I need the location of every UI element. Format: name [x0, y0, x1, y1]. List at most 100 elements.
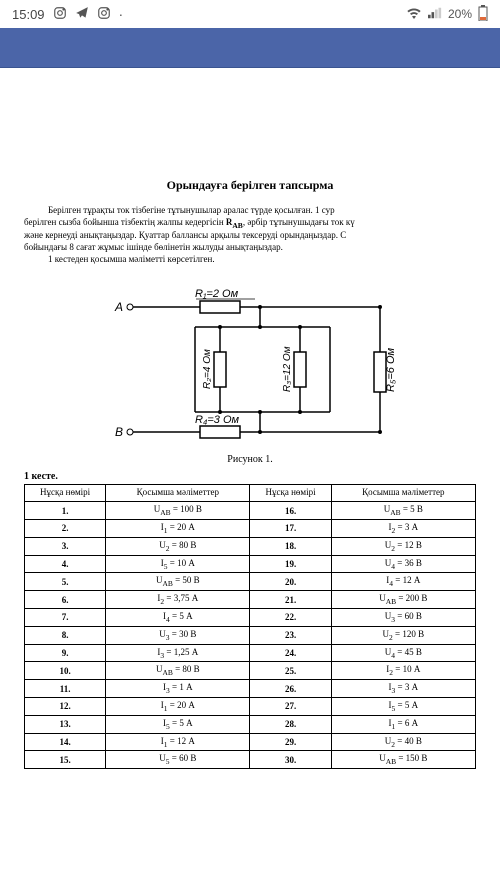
cell-n2: 29.	[250, 733, 331, 751]
table-title: 1 кесте.	[6, 471, 494, 482]
cell-n1: 1.	[25, 502, 106, 520]
cell-n1: 10.	[25, 662, 106, 680]
table-row: 7.I4 = 5 А22.U3 = 60 В	[25, 608, 476, 626]
table-header-row: Нұсқа нөмірі Қосымша мәліметтер Нұсқа нө…	[25, 485, 476, 502]
data-table: Нұсқа нөмірі Қосымша мәліметтер Нұсқа нө…	[24, 484, 476, 769]
para-rab-sub: AB	[232, 220, 242, 229]
cell-v2: I2 = 3 А	[331, 519, 475, 537]
cell-n2: 16.	[250, 502, 331, 520]
table-row: 15.U5 = 60 В30.UAB = 150 В	[25, 751, 476, 769]
more-icon: ·	[119, 6, 124, 22]
cell-n2: 26.	[250, 680, 331, 698]
cell-n2: 30.	[250, 751, 331, 769]
cell-v1: UAB = 100 В	[106, 502, 250, 520]
para-line-3: және кернеуді анықтаңыздар. Қуаттар балл…	[24, 230, 346, 240]
cell-v1: I3 = 1 А	[106, 680, 250, 698]
cell-v2: U4 = 36 В	[331, 555, 475, 573]
cell-v2: I5 = 5 А	[331, 697, 475, 715]
cell-n2: 18.	[250, 537, 331, 555]
para-line-5: 1 кестеден қосымша мәліметті көрсетілген…	[24, 254, 215, 266]
para-line-2c: , әрбір тұтынушыдағы ток кү	[243, 217, 355, 227]
cell-v2: U3 = 60 В	[331, 608, 475, 626]
cell-v2: UAB = 200 В	[331, 591, 475, 609]
cell-n1: 11.	[25, 680, 106, 698]
circuit-caption: Рисунок 1.	[6, 454, 494, 465]
cell-n1: 2.	[25, 519, 106, 537]
cell-v1: U3 = 30 В	[106, 626, 250, 644]
r1-label: R₁=2 Ом	[195, 288, 239, 300]
cell-v1: I4 = 5 А	[106, 608, 250, 626]
table-row: 10.UAB = 80 В25.I2 = 10 А	[25, 662, 476, 680]
cell-v2: U4 = 45 В	[331, 644, 475, 662]
cell-n2: 24.	[250, 644, 331, 662]
instagram-icon-2	[97, 6, 111, 23]
table-row: 2.I1 = 20 А17.I2 = 3 А	[25, 519, 476, 537]
cell-v1: U2 = 80 В	[106, 537, 250, 555]
para-line-1: Берілген тұрақты ток тізбегіне тұтынушыл…	[48, 205, 335, 215]
cell-v2: I4 = 12 А	[331, 573, 475, 591]
cell-n1: 4.	[25, 555, 106, 573]
col-h4: Қосымша мәліметтер	[331, 485, 475, 502]
table-row: 14.I1 = 12 А29.U2 = 40 В	[25, 733, 476, 751]
col-h1: Нұсқа нөмірі	[25, 485, 106, 502]
r5-label: R₅=6 Ом	[385, 348, 397, 393]
cell-n2: 27.	[250, 697, 331, 715]
col-h2: Қосымша мәліметтер	[106, 485, 250, 502]
document-area: Орындауға берілген тапсырма Берілген тұр…	[0, 68, 500, 769]
table-row: 1.UAB = 100 В16.UAB = 5 В	[25, 502, 476, 520]
cell-v1: UAB = 80 В	[106, 662, 250, 680]
blank-space	[6, 68, 494, 158]
para-line-2a: берілген сызба бойынша тізбектің жалпы к…	[24, 217, 226, 227]
cell-v2: I2 = 10 А	[331, 662, 475, 680]
r3-label: R₃=12 Ом	[282, 347, 293, 393]
table-row: 6.I2 = 3,75 А21.UAB = 200 В	[25, 591, 476, 609]
cell-n2: 28.	[250, 715, 331, 733]
table-row: 13.I5 = 5 А28.I1 = 6 А	[25, 715, 476, 733]
telegram-icon	[75, 6, 89, 23]
cell-n1: 7.	[25, 608, 106, 626]
cell-n1: 6.	[25, 591, 106, 609]
page-title: Орындауға берілген тапсырма	[6, 178, 494, 193]
cell-n1: 13.	[25, 715, 106, 733]
cell-v1: I5 = 10 А	[106, 555, 250, 573]
instagram-icon	[53, 6, 67, 23]
table-row: 11.I3 = 1 А26.I3 = 3 А	[25, 680, 476, 698]
cell-v2: U2 = 40 В	[331, 733, 475, 751]
cell-n1: 12.	[25, 697, 106, 715]
cell-v2: U2 = 12 В	[331, 537, 475, 555]
cell-v1: I1 = 12 А	[106, 733, 250, 751]
cell-v1: U5 = 60 В	[106, 751, 250, 769]
cell-n2: 21.	[250, 591, 331, 609]
body-text: Берілген тұрақты ток тізбегіне тұтынушыл…	[6, 205, 494, 265]
cell-v1: I5 = 5 А	[106, 715, 250, 733]
cell-n2: 17.	[250, 519, 331, 537]
svg-text:+: +	[417, 9, 420, 14]
cell-n2: 23.	[250, 626, 331, 644]
r2-label: R₂=4 Ом	[202, 349, 213, 389]
cell-v2: I1 = 6 А	[331, 715, 475, 733]
table-row: 3.U2 = 80 В18.U2 = 12 В	[25, 537, 476, 555]
col-h3: Нұсқа нөмірі	[250, 485, 331, 502]
status-left: 15:09 ·	[12, 6, 123, 23]
battery-icon	[478, 5, 488, 24]
r4-label: R₄=3 Ом	[195, 414, 240, 426]
cell-n2: 25.	[250, 662, 331, 680]
table-row: 4.I5 = 10 А19.U4 = 36 В	[25, 555, 476, 573]
cell-n2: 19.	[250, 555, 331, 573]
cell-n1: 9.	[25, 644, 106, 662]
cell-n1: 5.	[25, 573, 106, 591]
cell-n1: 14.	[25, 733, 106, 751]
cell-v1: UAB = 50 В	[106, 573, 250, 591]
app-header	[0, 28, 500, 68]
status-bar: 15:09 · + 20%	[0, 0, 500, 28]
cell-v1: I2 = 3,75 А	[106, 591, 250, 609]
clock: 15:09	[12, 7, 45, 22]
cell-n2: 20.	[250, 573, 331, 591]
wifi-icon: +	[406, 7, 422, 22]
signal-icon	[428, 7, 442, 22]
cell-v2: U2 = 120 В	[331, 626, 475, 644]
cell-n1: 15.	[25, 751, 106, 769]
cell-v2: UAB = 5 В	[331, 502, 475, 520]
circuit-diagram: A B R₁=2 Ом R₅=6 Ом R₂=4 Ом R₃	[6, 277, 494, 452]
para-line-4: бойындағы 8 сағат жұмыс ішінде бөлінетін…	[24, 242, 283, 252]
